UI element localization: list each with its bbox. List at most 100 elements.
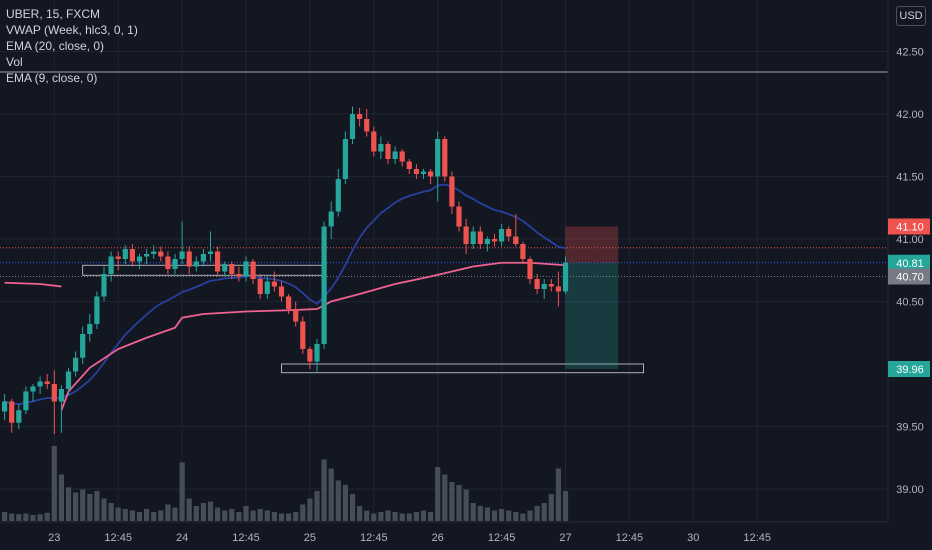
candle-body <box>215 251 221 272</box>
candle-body <box>179 251 185 259</box>
volume-bar <box>158 510 164 521</box>
volume-bar <box>44 512 50 521</box>
volume-bar <box>58 474 64 521</box>
candle-body <box>144 254 150 257</box>
volume-bar <box>378 512 384 521</box>
volume-bar <box>307 498 313 521</box>
time-tick-label: 23 <box>48 532 60 544</box>
volume-bar <box>314 491 320 521</box>
candle-body <box>392 151 398 159</box>
volume-bar <box>144 509 150 521</box>
volume-bar <box>136 512 143 521</box>
price-tag-label: 41.10 <box>896 222 924 234</box>
candle-body <box>193 261 199 267</box>
candle-body <box>101 274 107 297</box>
volume-bar <box>179 462 185 521</box>
volume-bar <box>548 494 554 521</box>
currency-button[interactable]: USD <box>896 6 926 26</box>
candle-body <box>449 176 455 207</box>
time-axis-bg <box>0 522 932 550</box>
candle-body <box>506 229 512 237</box>
time-tick-label: 12:45 <box>616 532 644 544</box>
volume-bar <box>449 482 455 521</box>
support-zones <box>82 264 645 374</box>
price-tag <box>888 268 930 285</box>
volume-bar <box>122 509 128 521</box>
candle-body <box>527 259 533 279</box>
candle-body <box>250 261 256 279</box>
volume-bar <box>435 467 441 521</box>
candle-body <box>456 206 462 227</box>
candle-body <box>555 286 561 292</box>
price-axis: 42.50 42.00 41.50 41.00 40.50 39.50 39.00 41.10… <box>887 0 932 550</box>
candle-body <box>222 264 228 272</box>
price-lines <box>0 247 888 277</box>
volume-bar <box>527 510 533 521</box>
volume-bar <box>300 504 306 521</box>
volume-bar <box>555 468 561 521</box>
candle-body <box>463 226 469 244</box>
time-tick-label: 25 <box>304 532 316 544</box>
volume-bar <box>215 507 221 521</box>
legend-vwap[interactable]: VWAP (Week, hlc3, 0, 1) <box>6 23 138 37</box>
candle-body <box>1 401 8 412</box>
volume-bar <box>65 487 72 521</box>
zone-box <box>281 363 645 374</box>
volume-bar <box>80 489 86 521</box>
candle-body <box>65 371 72 389</box>
candle-body <box>371 131 377 152</box>
volume-bar <box>364 510 370 521</box>
volume-bar <box>562 491 569 521</box>
legend-ema20[interactable]: EMA (20, close, 0) <box>6 39 105 53</box>
volume-bar <box>321 459 327 521</box>
candle-body <box>413 169 419 174</box>
volume-bar <box>484 507 490 521</box>
candle-body <box>23 391 29 411</box>
volume-bar <box>115 507 121 521</box>
volume-bar <box>193 506 199 521</box>
candle-body <box>172 259 178 269</box>
candle-body <box>94 296 100 324</box>
chart-grid <box>0 0 888 522</box>
candle-body <box>428 171 434 177</box>
target-zone <box>565 262 619 369</box>
volume-bar <box>250 510 256 521</box>
volume-bar <box>229 509 235 521</box>
price-tick-label: 39.00 <box>896 484 924 496</box>
candle-body <box>80 334 86 358</box>
legend-vol[interactable]: Vol <box>6 55 23 69</box>
time-tick-label: 30 <box>687 532 699 544</box>
candle-body <box>165 256 171 269</box>
ema20-line <box>4 183 566 406</box>
volume-bar <box>236 512 242 521</box>
time-tick-label: 12:45 <box>104 532 132 544</box>
candle-body <box>378 144 384 152</box>
candle-body <box>307 349 313 362</box>
legend-ema9[interactable]: EMA (9, close, 0) <box>6 71 98 85</box>
candle-body <box>44 381 50 384</box>
candle-body <box>257 279 263 294</box>
volume-bar <box>293 512 299 521</box>
time-tick-label: 26 <box>432 532 444 544</box>
legend-symbol[interactable]: UBER, 15, FXCM <box>6 7 101 21</box>
candle-body <box>470 231 476 244</box>
candlesticks <box>1 106 569 434</box>
volume-bar <box>420 510 427 521</box>
volume-bar <box>172 507 178 521</box>
volume-bars <box>1 446 569 521</box>
price-tick-label: 41.00 <box>896 234 924 246</box>
candle-body <box>314 344 320 362</box>
volume-bar <box>463 489 469 521</box>
candle-body <box>491 239 498 242</box>
volume-bar <box>271 512 277 521</box>
volume-bar <box>506 510 512 521</box>
candle-body <box>328 211 334 227</box>
price-tag <box>888 218 930 235</box>
volume-bar <box>342 485 348 521</box>
candle-body <box>87 324 93 334</box>
candle-body <box>520 244 526 259</box>
candle-body <box>136 256 143 262</box>
volume-bar <box>456 485 462 521</box>
price-tick-label: 42.50 <box>896 47 924 59</box>
